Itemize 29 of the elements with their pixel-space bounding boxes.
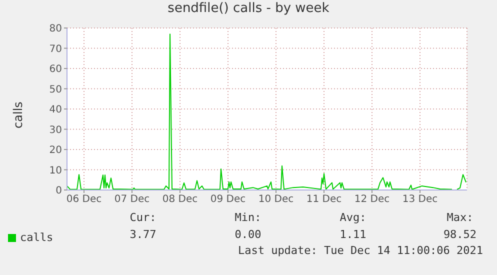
- text: 0.00: [234, 228, 262, 241]
- y-tick-label: 10: [49, 165, 62, 176]
- y-tick-label: 30: [49, 124, 62, 136]
- chart-title: sendfile() calls - by week: [166, 1, 330, 16]
- y-tick-label: 80: [49, 24, 62, 35]
- text: Avg:: [338, 211, 368, 224]
- x-tick-label: 06 Dec: [66, 194, 102, 206]
- text: Last update: Tue Dec 14 11:00:06 2021: [238, 244, 483, 257]
- y-axis-title: calls: [11, 102, 25, 128]
- legend-label: calls: [20, 231, 54, 244]
- x-tick-label: 12 Dec: [354, 194, 390, 206]
- x-tick-label: 13 Dec: [402, 194, 438, 206]
- y-tick-label: 50: [49, 84, 62, 96]
- x-tick-label: 10 Dec: [258, 194, 294, 206]
- x-tick-label: 07 Dec: [114, 194, 150, 206]
- x-tick-label: 09 Dec: [210, 194, 246, 206]
- y-tick-label: 40: [49, 104, 62, 116]
- text: Max:: [446, 211, 474, 224]
- y-tick-label: 20: [49, 145, 62, 156]
- text: Cur:: [128, 211, 158, 224]
- text: 3.77: [128, 228, 158, 241]
- y-tick-label: 70: [49, 44, 62, 55]
- text: 1.11: [338, 228, 368, 241]
- x-tick-label: 08 Dec: [162, 194, 198, 206]
- y-tick-label: 0: [56, 186, 62, 197]
- text: Min:: [234, 211, 262, 224]
- y-tick-label: 60: [49, 64, 62, 76]
- text: 98.52: [442, 228, 478, 241]
- x-tick-label: 11 Dec: [306, 194, 342, 206]
